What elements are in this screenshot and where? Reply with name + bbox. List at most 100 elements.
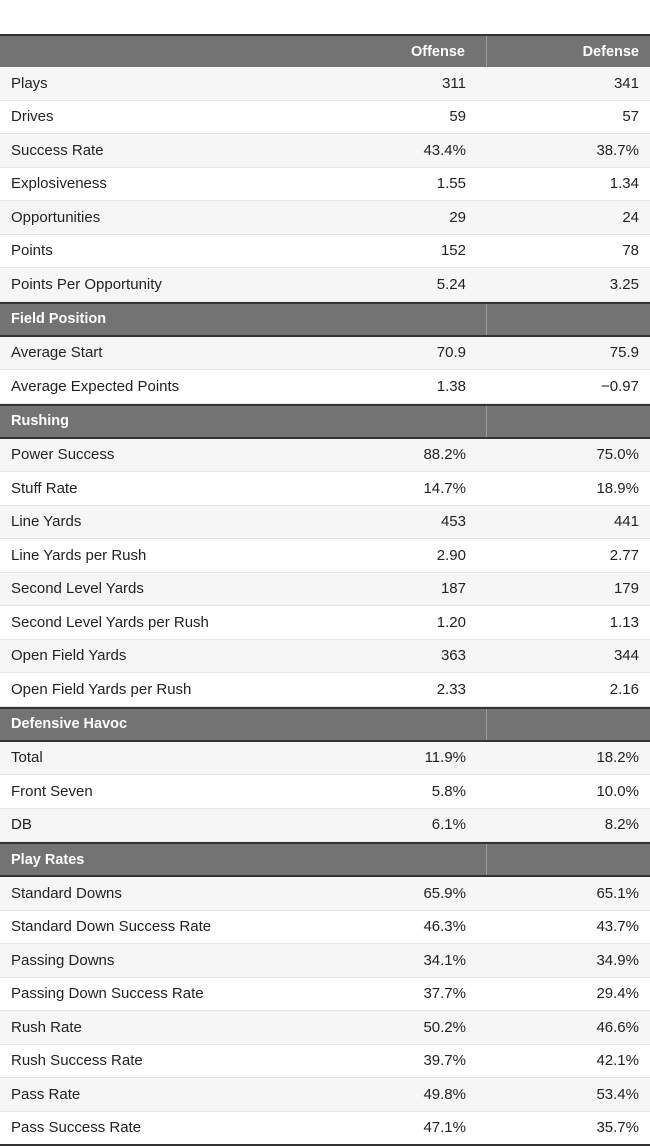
- offense-value: 70.9: [436, 344, 466, 362]
- table-row: Rush Success Rate 39.7% 42.1%: [0, 1044, 650, 1078]
- stat-label: Second Level Yards: [11, 580, 144, 598]
- stat-label: Opportunities: [11, 208, 101, 226]
- table-row: Power Success 88.2% 75.0%: [0, 438, 650, 472]
- table-row: Plays 311 341: [0, 67, 650, 101]
- offense-value: 5.24: [436, 275, 466, 293]
- stat-label: DB: [11, 816, 32, 834]
- section-header-row: Field Position: [0, 301, 650, 337]
- table-row: Passing Downs 34.1% 34.9%: [0, 944, 650, 978]
- offense-value: 6.1%: [431, 816, 466, 834]
- section-defense-spacer: [487, 304, 650, 335]
- defense-value: 1.34: [609, 175, 639, 193]
- section-header-row: Rushing: [0, 403, 650, 439]
- header-label-cell: [0, 36, 330, 67]
- table-row: Points 152 78: [0, 234, 650, 268]
- offense-value: 88.2%: [423, 446, 466, 464]
- stat-label: Explosiveness: [11, 175, 107, 193]
- defense-value: 34.9%: [596, 951, 639, 969]
- stat-label: Front Seven: [11, 782, 93, 800]
- stat-label: Passing Down Success Rate: [11, 985, 204, 1003]
- section-offense-spacer: [330, 405, 487, 437]
- defense-value: 18.9%: [596, 479, 639, 497]
- stat-label: Rush Rate: [11, 1018, 82, 1036]
- stat-label: Line Yards per Rush: [11, 546, 147, 564]
- table-header-row: Offense Defense: [0, 36, 650, 67]
- table-row: Drives 59 57: [0, 100, 650, 134]
- table-row: Second Level Yards per Rush 1.20 1.13: [0, 606, 650, 640]
- stat-label: Line Yards: [11, 513, 82, 531]
- defense-value: 38.7%: [596, 141, 639, 159]
- stat-label: Rush Success Rate: [11, 1052, 143, 1070]
- offense-value: 65.9%: [423, 884, 466, 902]
- table-row: Line Yards per Rush 2.90 2.77: [0, 539, 650, 573]
- section-title: Play Rates: [11, 851, 85, 868]
- table-row: Average Expected Points 1.38 −0.97: [0, 370, 650, 404]
- defense-value: 18.2%: [596, 749, 639, 767]
- defense-value: 10.0%: [596, 782, 639, 800]
- section-offense-spacer: [330, 303, 487, 335]
- offense-value: 50.2%: [423, 1018, 466, 1036]
- table-row: Standard Down Success Rate 46.3% 43.7%: [0, 910, 650, 944]
- offense-value: 11.9%: [424, 749, 466, 767]
- defense-value: 42.1%: [596, 1052, 639, 1070]
- section-header-row: Play Rates: [0, 842, 650, 877]
- section-defense-spacer: [487, 406, 650, 437]
- defense-value: 441: [613, 513, 639, 531]
- offense-value: 152: [440, 242, 466, 260]
- stat-label: Average Start: [11, 344, 103, 362]
- offense-value: 363: [440, 647, 466, 665]
- defense-value: 24: [622, 208, 639, 226]
- offense-value: 46.3%: [423, 918, 466, 936]
- table-row: Front Seven 5.8% 10.0%: [0, 775, 650, 809]
- header-offense-cell: Offense: [330, 36, 487, 67]
- section-offense-spacer: [330, 844, 487, 875]
- stat-label: Pass Success Rate: [11, 1119, 142, 1137]
- table-row: Passing Down Success Rate 37.7% 29.4%: [0, 977, 650, 1011]
- table-row: Stuff Rate 14.7% 18.9%: [0, 472, 650, 506]
- defense-value: 65.1%: [596, 884, 639, 902]
- offense-value: 47.1%: [423, 1119, 466, 1137]
- defense-value: 75.0%: [596, 446, 639, 464]
- stat-label: Points: [11, 242, 53, 260]
- offense-value: 34.1%: [423, 951, 466, 969]
- offense-value: 37.7%: [423, 985, 466, 1003]
- defense-value: 43.7%: [596, 918, 639, 936]
- offense-value: 311: [442, 74, 466, 92]
- section-title: Defensive Havoc: [11, 716, 128, 732]
- offense-value: 453: [440, 513, 466, 531]
- table-row: Open Field Yards per Rush 2.33 2.16: [0, 673, 650, 707]
- defense-value: 2.16: [609, 680, 639, 698]
- offense-value: 2.33: [436, 680, 466, 698]
- table-row: Rush Rate 50.2% 46.6%: [0, 1011, 650, 1045]
- offense-value: 49.8%: [423, 1085, 466, 1103]
- table-row: Success Rate 43.4% 38.7%: [0, 134, 650, 168]
- table-row: Average Start 70.9 75.9: [0, 336, 650, 370]
- stat-label: Standard Downs: [11, 884, 122, 902]
- header-defense-cell: Defense: [582, 43, 639, 60]
- defense-value: −0.97: [601, 377, 639, 395]
- table-row: Points Per Opportunity 5.24 3.25: [0, 268, 650, 302]
- stat-label: Open Field Yards per Rush: [11, 680, 192, 698]
- table-row: Opportunities 29 24: [0, 201, 650, 235]
- table-row: DB 6.1% 8.2%: [0, 808, 650, 842]
- defense-value: 1.13: [609, 613, 639, 631]
- defense-value: 29.4%: [596, 985, 639, 1003]
- defense-value: 35.7%: [596, 1119, 639, 1137]
- table-row: Total 11.9% 18.2%: [0, 741, 650, 775]
- defense-value: 75.9: [609, 344, 639, 362]
- stat-label: Points Per Opportunity: [11, 275, 162, 293]
- defense-value: 53.4%: [596, 1085, 639, 1103]
- defense-value: 46.6%: [596, 1018, 639, 1036]
- defense-value: 344: [613, 647, 639, 665]
- table-row: Pass Success Rate 47.1% 35.7%: [0, 1111, 650, 1144]
- table-row: Second Level Yards 187 179: [0, 572, 650, 606]
- section-offense-spacer: [330, 708, 487, 740]
- offense-value: 1.38: [436, 377, 466, 395]
- stat-label: Pass Rate: [11, 1085, 81, 1103]
- defense-value: 78: [622, 242, 639, 260]
- offense-value: 14.7%: [423, 479, 466, 497]
- stat-label: Average Expected Points: [11, 377, 180, 395]
- defense-value: 179: [613, 580, 639, 598]
- defense-value: 8.2%: [604, 816, 639, 834]
- table-row: Standard Downs 65.9% 65.1%: [0, 877, 650, 911]
